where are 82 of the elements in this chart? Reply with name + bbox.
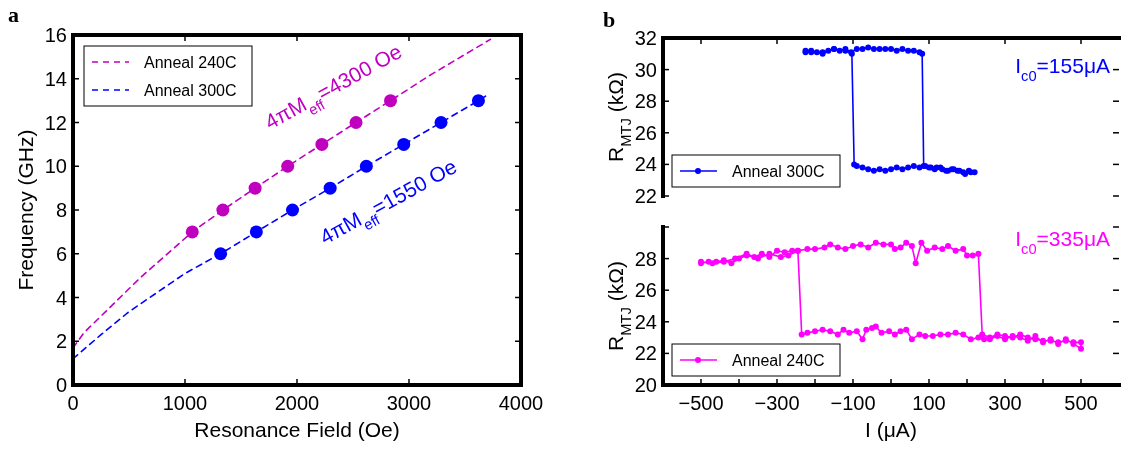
point <box>899 46 906 53</box>
annotation: I$_{c0}$=155μA <box>1015 54 1110 84</box>
point <box>876 166 883 173</box>
point <box>905 47 912 54</box>
point <box>323 181 337 195</box>
point <box>899 166 906 173</box>
y-tick-label: 28 <box>634 247 657 270</box>
point <box>893 47 900 54</box>
y-axis-title: Frequency (GHz) <box>14 129 37 291</box>
y-tick-label: 0 <box>55 374 67 396</box>
line-series <box>72 38 492 349</box>
x-axis-title: I (μA) <box>865 418 917 441</box>
x-tick-label: 2000 <box>274 392 320 414</box>
point <box>870 46 877 53</box>
y-tick-label: 12 <box>44 111 67 134</box>
point <box>249 225 263 239</box>
point <box>813 49 820 56</box>
annotation: I$_{c0}$=335μA <box>1015 227 1110 257</box>
legend-label: Anneal 240C <box>144 54 237 71</box>
point <box>893 164 900 171</box>
point <box>882 167 889 174</box>
point <box>876 46 883 53</box>
y-tick-label: 8 <box>55 199 67 221</box>
point <box>865 166 872 173</box>
point <box>315 137 329 151</box>
y-tick-label: 22 <box>634 185 657 207</box>
point <box>916 164 923 171</box>
y-tick-label: 26 <box>634 121 657 144</box>
point <box>397 137 411 151</box>
x-tick-label: 500 <box>1064 392 1098 414</box>
point <box>359 159 373 173</box>
point <box>384 94 398 108</box>
legend-label: Anneal 300C <box>732 163 825 180</box>
point <box>882 46 889 53</box>
y-tick-label: 14 <box>44 67 67 90</box>
point <box>905 164 912 171</box>
y-tick-label: 16 <box>44 24 67 46</box>
point <box>248 181 262 195</box>
point <box>349 116 363 129</box>
y-tick-label: 20 <box>634 374 657 396</box>
legend-label: Anneal 300C <box>144 82 237 99</box>
point <box>836 47 843 54</box>
y-tick-label: 26 <box>634 279 657 302</box>
x-tick-label: 4000 <box>498 392 544 414</box>
point <box>870 167 877 174</box>
point <box>825 47 832 54</box>
y-tick-label: 24 <box>634 310 657 333</box>
point <box>910 162 917 169</box>
x-axis-title: Resonance Field (Oe) <box>194 418 400 441</box>
point <box>859 164 866 171</box>
x-tick-label: 100 <box>912 392 946 414</box>
x-tick-label: 1000 <box>162 392 208 414</box>
point <box>185 225 199 239</box>
point <box>434 116 448 129</box>
y-tick-label: 6 <box>55 242 67 265</box>
y-tick-label: 28 <box>634 90 657 113</box>
x-tick-label: −500 <box>678 392 724 414</box>
point <box>216 203 230 217</box>
y-tick-label: 4 <box>55 286 67 309</box>
point <box>888 166 894 173</box>
x-tick-label: 300 <box>988 392 1022 414</box>
point <box>910 47 917 54</box>
x-tick-label: 3000 <box>386 392 432 414</box>
y-tick-label: 30 <box>634 58 657 81</box>
y-tick-label: 2 <box>55 330 67 353</box>
y-tick-label: 24 <box>634 153 657 176</box>
legend-label: Anneal 240C <box>732 352 825 369</box>
y-tick-label: 10 <box>44 155 67 178</box>
point <box>888 46 894 53</box>
point <box>859 46 866 53</box>
point <box>214 247 228 261</box>
point <box>471 94 485 108</box>
x-tick-label: −300 <box>754 392 800 414</box>
point <box>853 46 860 53</box>
point <box>286 203 300 217</box>
y-tick-label: 22 <box>634 342 657 365</box>
point <box>281 159 295 173</box>
x-tick-label: −100 <box>830 392 876 414</box>
chart-title: a <box>8 2 19 27</box>
point <box>865 44 872 51</box>
chart-title: b <box>603 7 616 32</box>
y-tick-label: 32 <box>634 27 657 49</box>
